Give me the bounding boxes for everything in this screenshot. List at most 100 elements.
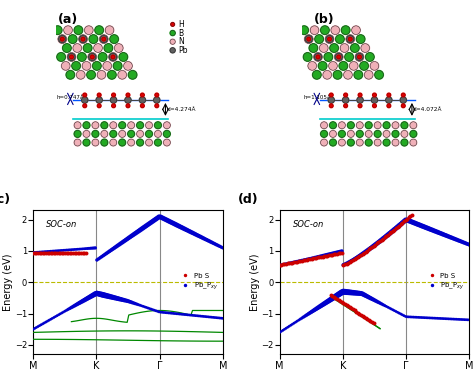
Circle shape (70, 55, 73, 59)
Circle shape (113, 62, 122, 70)
Point (397, 221, 404, 227)
Point (190, 231, 198, 237)
Point (79, 298, 86, 304)
Point (308, 256, 315, 262)
Point (163, 217, 171, 223)
Point (206, 314, 214, 320)
Point (301, 257, 309, 263)
Point (98, 254, 106, 260)
Point (87, 293, 94, 299)
Point (351, 256, 358, 262)
Circle shape (337, 55, 341, 59)
Circle shape (356, 122, 363, 129)
Point (365, 294, 373, 300)
Point (312, 254, 320, 260)
Point (410, 314, 417, 320)
Circle shape (76, 70, 85, 79)
Point (322, 253, 329, 259)
Point (285, 323, 293, 329)
Circle shape (303, 53, 312, 61)
Point (378, 237, 385, 243)
Point (213, 315, 220, 321)
Point (282, 261, 290, 267)
Point (338, 248, 346, 254)
Point (85, 295, 93, 301)
Point (41, 250, 48, 256)
Point (88, 245, 96, 251)
Point (219, 315, 227, 321)
Point (376, 300, 384, 306)
Circle shape (97, 70, 106, 79)
Circle shape (54, 26, 62, 35)
Point (397, 311, 404, 317)
Point (399, 220, 406, 226)
Point (357, 290, 365, 296)
Point (357, 252, 365, 258)
Point (63, 250, 71, 256)
Point (182, 227, 190, 233)
Circle shape (155, 93, 159, 97)
Circle shape (346, 35, 355, 43)
Circle shape (164, 122, 170, 129)
Point (218, 315, 225, 321)
Point (367, 318, 374, 324)
Circle shape (344, 104, 347, 108)
Point (372, 242, 379, 248)
Point (82, 296, 90, 303)
Point (434, 315, 441, 321)
Point (379, 302, 387, 308)
Point (90, 245, 98, 251)
Point (311, 307, 319, 313)
Point (179, 225, 187, 231)
Point (73, 246, 80, 252)
Point (320, 252, 328, 258)
Point (297, 258, 304, 264)
Point (387, 229, 395, 235)
Point (284, 324, 292, 330)
Point (408, 314, 416, 320)
Circle shape (319, 44, 328, 52)
Point (174, 223, 182, 229)
Point (427, 315, 435, 321)
Circle shape (118, 70, 127, 79)
Circle shape (110, 122, 117, 129)
Circle shape (101, 139, 108, 146)
Point (376, 238, 384, 244)
Circle shape (140, 104, 144, 108)
Circle shape (338, 130, 346, 138)
Circle shape (352, 26, 360, 35)
Circle shape (329, 104, 333, 108)
Point (464, 241, 472, 247)
Point (352, 255, 360, 261)
Point (112, 244, 120, 250)
Point (435, 315, 443, 322)
Point (64, 250, 72, 256)
Point (454, 237, 462, 243)
Point (368, 244, 376, 250)
Point (37, 250, 45, 256)
Point (192, 312, 200, 319)
Point (50, 248, 58, 254)
Point (356, 290, 363, 296)
Point (160, 309, 168, 315)
Point (327, 252, 335, 258)
Point (400, 312, 408, 319)
Circle shape (339, 62, 347, 70)
Point (174, 311, 182, 317)
Point (311, 255, 319, 261)
Circle shape (356, 130, 363, 138)
Point (399, 220, 406, 226)
Point (168, 219, 175, 226)
Point (281, 261, 288, 267)
Point (292, 319, 300, 325)
Point (324, 251, 331, 258)
Point (399, 312, 406, 318)
Circle shape (105, 26, 114, 35)
Point (292, 258, 300, 264)
Point (216, 243, 223, 249)
Circle shape (155, 104, 159, 108)
Point (149, 307, 156, 313)
Point (413, 314, 420, 320)
Point (279, 261, 287, 267)
Circle shape (74, 130, 81, 138)
